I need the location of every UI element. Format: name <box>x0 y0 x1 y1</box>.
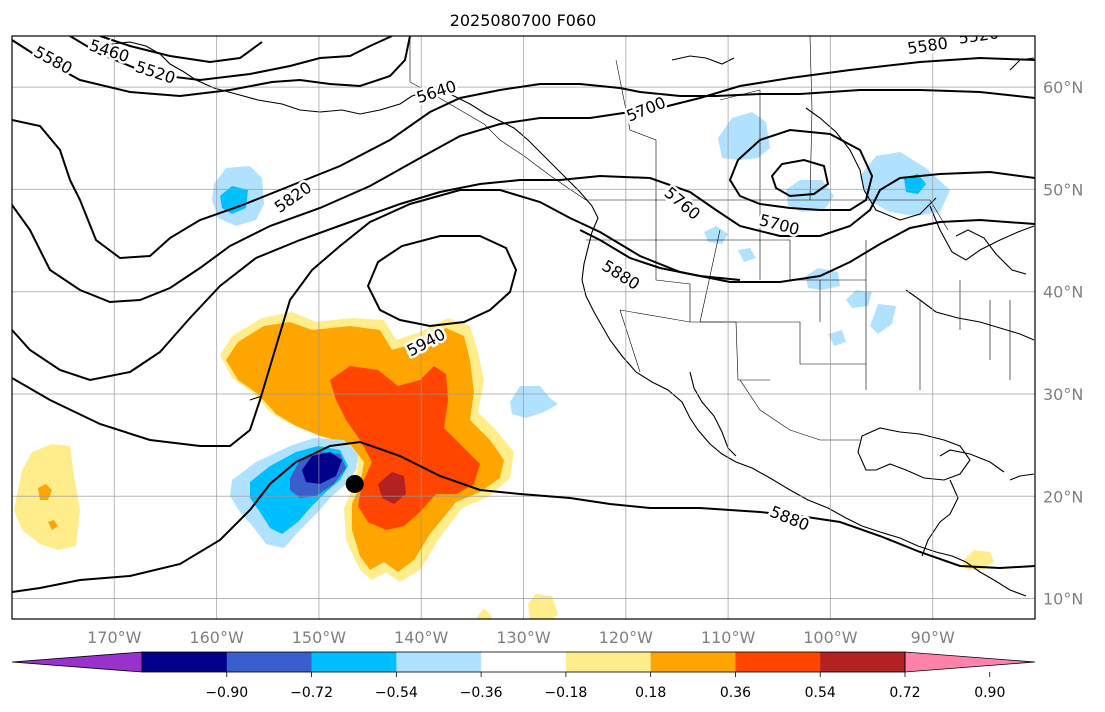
lon-tick-label: 150°W <box>292 628 347 647</box>
colorbar-segment <box>142 652 228 672</box>
height-contours <box>12 36 1035 593</box>
anomaly-shading <box>14 112 994 619</box>
contour-5700-low <box>728 128 874 211</box>
lon-tick-label: 120°W <box>599 628 654 647</box>
negative-blob-plains5 <box>828 330 846 346</box>
latitude-axis: 60°N 50°N 40°N 30°N 20°N 10°N <box>1043 78 1083 608</box>
anomaly-blob-south2 <box>476 608 492 619</box>
colorbar-tick-label: −0.72 <box>290 685 333 701</box>
contour-5520 <box>69 36 393 82</box>
map-panel: 5460552055805640570057605700582058805940… <box>12 33 1035 619</box>
contour-5940 <box>366 235 518 328</box>
lat-tick-label: 40°N <box>1043 283 1083 302</box>
contour-label: 5880 <box>767 502 812 535</box>
negative-blob-plains2 <box>806 268 840 290</box>
negative-blob-rockies2 <box>738 248 756 262</box>
negative-blob-aleutian-core <box>220 186 248 214</box>
contour-5700 <box>12 56 1035 304</box>
contour-label: 5820 <box>271 178 315 217</box>
lat-tick-label: 50°N <box>1043 180 1083 199</box>
positive-anomaly-0.54 <box>330 366 480 530</box>
contour-5580 <box>12 36 411 98</box>
colorbar-extend-high <box>904 651 1036 673</box>
contour-5760 <box>12 170 1035 382</box>
colorbar-segment <box>311 652 397 672</box>
contour-label: 5460 <box>87 36 132 67</box>
colorbar-segment <box>650 652 736 672</box>
negative-blob-canada <box>718 112 770 160</box>
colorbar-tick-label: 0.54 <box>805 685 836 701</box>
longitude-axis: 170°W 160°W 150°W 140°W 130°W 120°W 110°W 100°W… <box>87 628 955 647</box>
lon-tick-label: 100°W <box>803 628 858 647</box>
colorbar-tick-label: 0.90 <box>974 685 1005 701</box>
contour-5640-low <box>770 158 830 198</box>
anomaly-blob-south <box>528 594 558 619</box>
lat-tick-label: 10°N <box>1043 590 1083 609</box>
lon-tick-label: 90°W <box>911 628 955 647</box>
colorbar-extend-low <box>11 651 143 673</box>
lon-tick-label: 140°W <box>394 628 449 647</box>
contour-5460 <box>99 36 263 64</box>
negative-blob-rockies <box>704 226 728 244</box>
contour-labels: 5460552055805640570057605700582058805940… <box>28 33 1002 537</box>
political-borders <box>409 36 1011 441</box>
contour-label: 5580 <box>906 33 949 57</box>
lon-tick-label: 170°W <box>87 628 142 647</box>
map-frame <box>11 35 1036 620</box>
colorbar-segment <box>820 652 906 672</box>
storm-location-marker <box>345 474 364 493</box>
colorbar-segment <box>481 652 567 672</box>
negative-blob-subtropic <box>510 386 558 418</box>
colorbar-segment <box>735 652 821 672</box>
colorbar-tick-label: −0.36 <box>460 685 503 701</box>
colorbar: −0.90 −0.72 −0.54 −0.36 −0.18 0.18 0.36 0.54 0.7… <box>11 651 1036 701</box>
colorbar-segment <box>226 652 313 672</box>
contour-5880 <box>12 440 1035 593</box>
lon-tick-label: 160°W <box>189 628 244 647</box>
contour-5820 <box>12 189 1035 447</box>
colorbar-tick-label: 0.18 <box>635 685 666 701</box>
contour-5880-north <box>579 229 741 281</box>
gridlines <box>12 36 1035 619</box>
colorbar-segment <box>396 652 482 672</box>
colorbar-segment <box>565 652 652 672</box>
contour-label: 5580 <box>31 42 76 78</box>
contour-label: 5520 <box>133 57 178 88</box>
lat-tick-label: 60°N <box>1043 78 1083 97</box>
figure-title: 2025080700 F060 <box>450 11 597 30</box>
anomaly-blob-west-core2 <box>48 520 58 530</box>
lon-tick-label: 130°W <box>496 628 551 647</box>
coastlines <box>95 41 1035 597</box>
contour-label: 5880 <box>599 256 644 294</box>
negative-blob-plains3 <box>846 290 872 308</box>
colorbar-tick-label: −0.54 <box>375 685 418 701</box>
lat-tick-label: 20°N <box>1043 487 1083 506</box>
colorbar-tick-label: 0.72 <box>889 685 920 701</box>
colorbar-tick-label: −0.90 <box>205 685 248 701</box>
lat-tick-label: 30°N <box>1043 385 1083 404</box>
negative-anomaly-0.72 <box>302 452 342 484</box>
lon-tick-label: 110°W <box>701 628 756 647</box>
colorbar-frame <box>141 651 906 673</box>
contour-label: 5700 <box>624 93 669 126</box>
contour-5640 <box>12 83 1035 260</box>
colorbar-tick-label: 0.36 <box>720 685 751 701</box>
negative-blob-plains4 <box>870 304 896 334</box>
colorbar-tick-label: −0.18 <box>544 685 587 701</box>
